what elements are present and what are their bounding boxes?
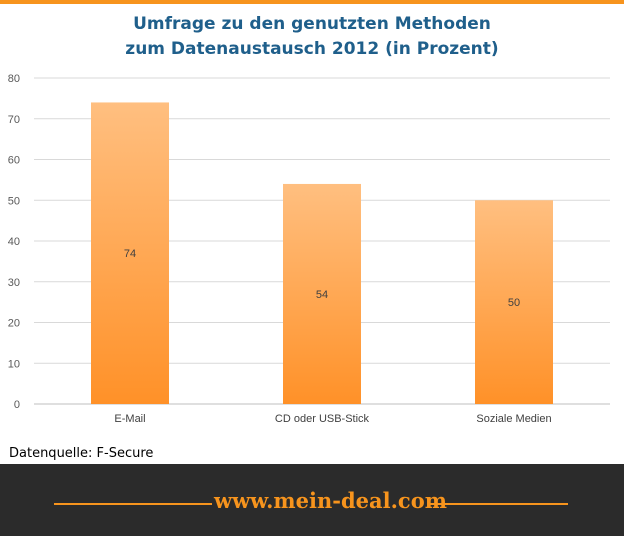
- top-accent-rule: [0, 0, 624, 4]
- data-source-note: Datenquelle: F-Secure: [9, 446, 154, 461]
- chart-title: Umfrage zu den genutzten Methoden zum Da…: [0, 12, 624, 62]
- y-tick-label: 40: [8, 236, 20, 248]
- x-axis-tick-labels: E-Mail CD oder USB-Stick Soziale Medien: [114, 413, 551, 425]
- footer-left-rule: [54, 503, 212, 505]
- footer-banner: www.mein-deal.com: [0, 464, 624, 536]
- y-tick-label: 0: [14, 399, 20, 411]
- footer-right-rule: [430, 503, 568, 505]
- bar-chart: 0 10 20 30 40 50 60 70 80 74 54 50 E-Mail CD oder U…: [8, 73, 610, 425]
- y-tick-label: 30: [8, 277, 20, 289]
- data-label: 50: [508, 297, 520, 309]
- y-tick-label: 70: [8, 114, 20, 126]
- chart-title-line-2: zum Datenaustausch 2012 (in Prozent): [125, 39, 499, 59]
- y-tick-label: 60: [8, 155, 20, 167]
- bar-e-mail: [91, 102, 169, 404]
- bar-cd-oder-usb-stick: [283, 183, 361, 404]
- footer-url: www.mein-deal.com: [214, 488, 447, 513]
- bar-soziale-medien: [475, 200, 553, 404]
- data-label: 54: [316, 289, 328, 301]
- x-tick-label: CD oder USB-Stick: [275, 413, 370, 425]
- y-tick-label: 80: [8, 73, 20, 85]
- data-labels: 74 54 50: [124, 248, 520, 309]
- y-tick-label: 50: [8, 195, 20, 207]
- bars: [91, 102, 553, 404]
- y-tick-label: 20: [8, 318, 20, 330]
- data-label: 74: [124, 248, 136, 260]
- y-tick-label: 10: [8, 358, 20, 370]
- y-axis-tick-labels: 0 10 20 30 40 50 60 70 80: [8, 73, 20, 411]
- x-tick-label: E-Mail: [114, 413, 145, 425]
- chart-title-line-1: Umfrage zu den genutzten Methoden: [133, 14, 491, 34]
- x-tick-label: Soziale Medien: [476, 413, 551, 425]
